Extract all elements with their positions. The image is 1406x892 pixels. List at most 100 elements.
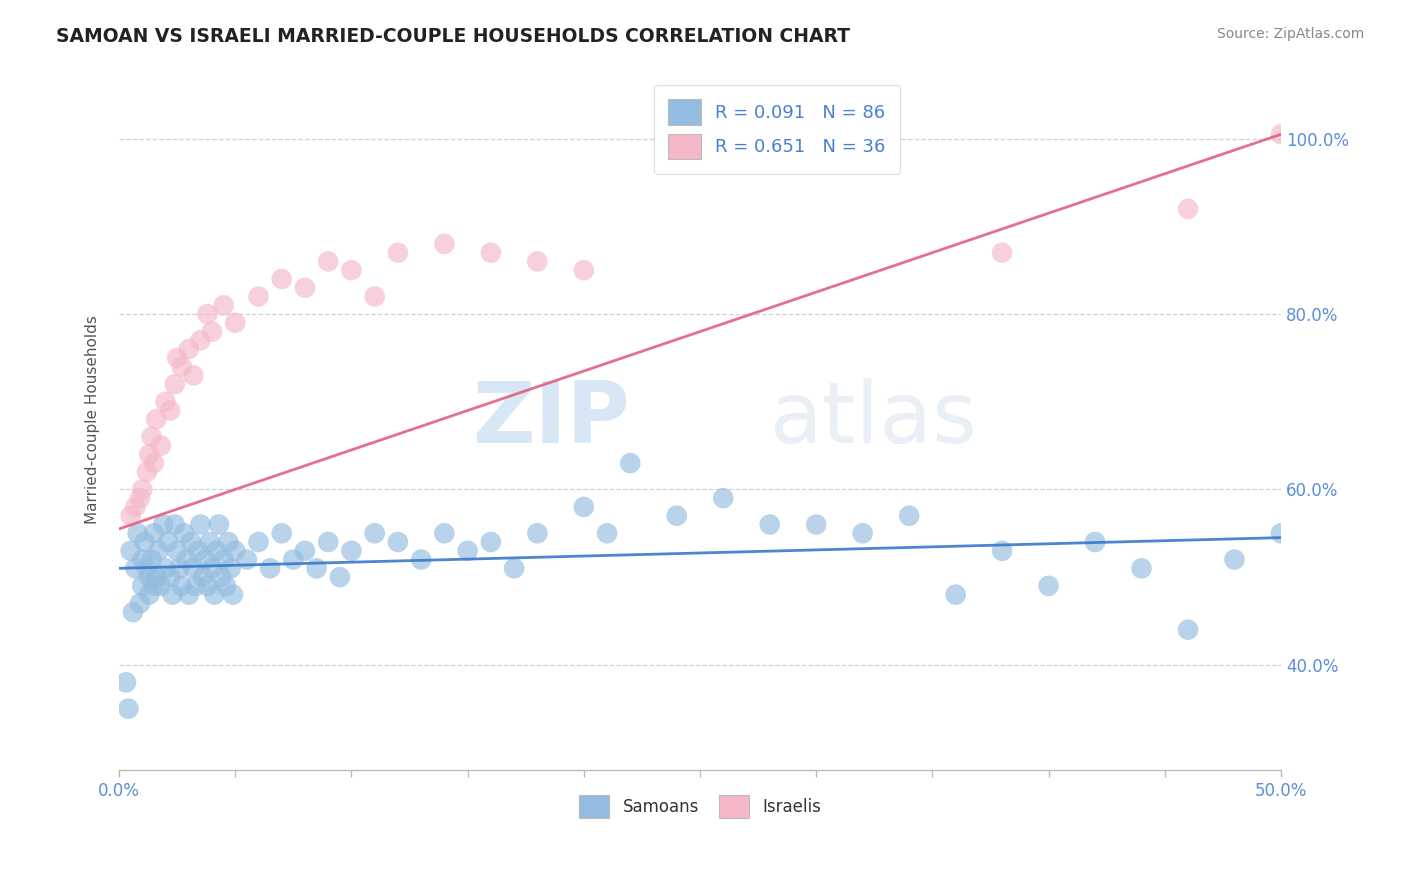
Text: SAMOAN VS ISRAELI MARRIED-COUPLE HOUSEHOLDS CORRELATION CHART: SAMOAN VS ISRAELI MARRIED-COUPLE HOUSEHO…: [56, 27, 851, 45]
Point: [195, 307, 218, 321]
Point: [202, 588, 225, 602]
Point: [129, 596, 152, 610]
Point: [166, 543, 188, 558]
Point: [183, 561, 205, 575]
Point: [387, 535, 409, 549]
Point: [898, 508, 921, 523]
Point: [138, 570, 160, 584]
Point: [159, 403, 181, 417]
Point: [711, 491, 734, 505]
Point: [166, 351, 188, 365]
Point: [152, 517, 174, 532]
Point: [945, 588, 967, 602]
Point: [215, 579, 238, 593]
Text: Source: ZipAtlas.com: Source: ZipAtlas.com: [1216, 27, 1364, 41]
Point: [129, 491, 152, 505]
Point: [208, 517, 231, 532]
Point: [117, 701, 139, 715]
Point: [176, 552, 198, 566]
Point: [340, 263, 363, 277]
Point: [184, 579, 207, 593]
Point: [201, 561, 224, 575]
Point: [363, 526, 385, 541]
Point: [259, 561, 281, 575]
Point: [572, 263, 595, 277]
Point: [1270, 128, 1292, 142]
Point: [219, 561, 242, 575]
Point: [283, 552, 305, 566]
Point: [155, 561, 177, 575]
Point: [163, 377, 186, 392]
Point: [1038, 579, 1060, 593]
Point: [294, 543, 316, 558]
Point: [205, 543, 228, 558]
Point: [124, 500, 146, 514]
Point: [155, 394, 177, 409]
Point: [503, 561, 526, 575]
Point: [433, 526, 456, 541]
Point: [526, 526, 548, 541]
Point: [217, 535, 239, 549]
Point: [806, 517, 828, 532]
Point: [180, 535, 202, 549]
Point: [170, 359, 193, 374]
Point: [1177, 202, 1199, 216]
Point: [194, 552, 217, 566]
Point: [387, 245, 409, 260]
Point: [1177, 623, 1199, 637]
Point: [177, 588, 200, 602]
Point: [142, 579, 165, 593]
Point: [270, 272, 292, 286]
Point: [758, 517, 780, 532]
Point: [115, 675, 138, 690]
Point: [131, 483, 153, 497]
Point: [294, 281, 316, 295]
Point: [224, 316, 246, 330]
Point: [596, 526, 619, 541]
Point: [316, 535, 339, 549]
Point: [411, 552, 433, 566]
Point: [224, 543, 246, 558]
Point: [363, 289, 385, 303]
Point: [159, 570, 181, 584]
Point: [665, 508, 688, 523]
Point: [340, 543, 363, 558]
Point: [142, 456, 165, 470]
Point: [190, 517, 212, 532]
Point: [198, 535, 221, 549]
Point: [149, 579, 172, 593]
Point: [148, 543, 170, 558]
Point: [170, 579, 193, 593]
Point: [479, 535, 502, 549]
Point: [212, 298, 235, 312]
Point: [1270, 526, 1292, 541]
Point: [457, 543, 479, 558]
Point: [1130, 561, 1153, 575]
Point: [329, 570, 352, 584]
Point: [173, 526, 195, 541]
Point: [138, 447, 160, 461]
Point: [190, 334, 212, 348]
Point: [162, 588, 184, 602]
Point: [305, 561, 328, 575]
Text: atlas: atlas: [769, 377, 977, 461]
Point: [131, 552, 153, 566]
Point: [1223, 552, 1246, 566]
Point: [141, 552, 163, 566]
Point: [145, 570, 167, 584]
Point: [127, 526, 149, 541]
Legend: Samoans, Israelis: Samoans, Israelis: [572, 788, 828, 825]
Point: [142, 526, 165, 541]
Point: [120, 508, 142, 523]
Point: [183, 368, 205, 383]
Point: [136, 465, 159, 479]
Text: ZIP: ZIP: [472, 377, 630, 461]
Point: [138, 588, 160, 602]
Point: [236, 552, 259, 566]
Point: [222, 588, 245, 602]
Point: [134, 535, 156, 549]
Point: [212, 552, 235, 566]
Point: [991, 543, 1014, 558]
Point: [433, 236, 456, 251]
Point: [191, 570, 214, 584]
